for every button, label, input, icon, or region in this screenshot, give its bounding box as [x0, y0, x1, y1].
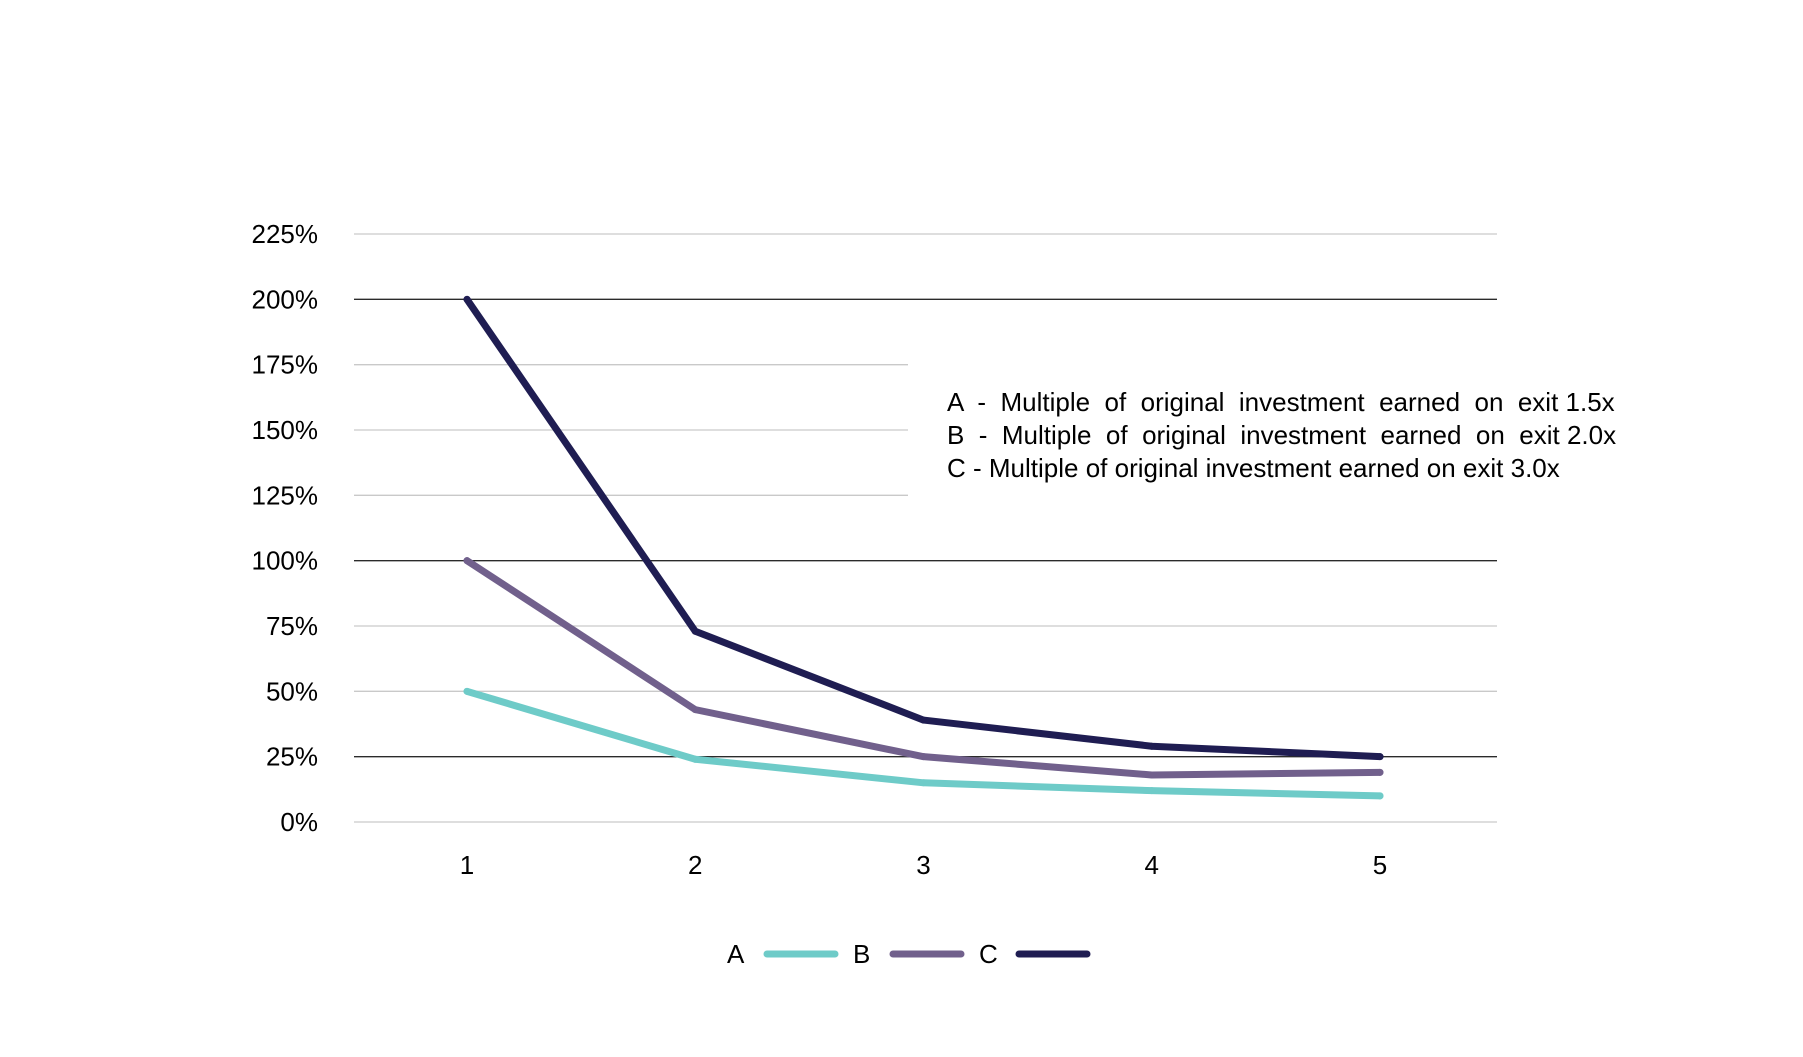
y-tick-label: 150% — [252, 415, 319, 445]
x-tick-label: 4 — [1145, 850, 1159, 880]
data-point-c — [1148, 742, 1156, 750]
data-point-a — [691, 755, 699, 763]
data-point-c — [920, 716, 927, 724]
x-tick-label: 1 — [460, 850, 474, 880]
series-line-c — [463, 295, 1384, 761]
legend-label-c: C — [979, 939, 998, 969]
legend: A B C — [727, 939, 1091, 969]
data-point-a — [1148, 787, 1156, 795]
data-point-c — [1376, 753, 1384, 761]
data-point-b — [691, 706, 699, 714]
data-point-b — [1148, 771, 1156, 779]
x-tick-label: 3 — [916, 850, 930, 880]
x-tick-label: 5 — [1373, 850, 1387, 880]
y-tick-label: 175% — [252, 350, 319, 380]
y-axis-tick-labels: 0% 25% 50% 75% 100% 125% 150% 175% 200% 225% — [252, 219, 319, 837]
data-point-a — [463, 687, 471, 695]
legend-label-a: A — [727, 939, 745, 969]
y-tick-label: 200% — [252, 284, 319, 314]
data-point-b — [1376, 768, 1384, 776]
series-lines — [463, 295, 1384, 800]
data-point-a — [920, 779, 927, 787]
data-point-c — [691, 627, 699, 635]
y-tick-label: 50% — [266, 676, 318, 706]
data-point-c — [463, 295, 471, 303]
gridlines — [354, 233, 1497, 823]
y-tick-label: 75% — [266, 611, 318, 641]
x-tick-label: 2 — [688, 850, 702, 880]
y-tick-label: 0% — [280, 807, 318, 837]
legend-label-b: B — [853, 939, 870, 969]
annotation-line-a: A - Multiple of original investment earn… — [947, 387, 1615, 417]
annotation-line-c: C - Multiple of original investment earn… — [947, 453, 1560, 483]
y-tick-label: 225% — [252, 219, 319, 249]
series-line-b — [463, 557, 1384, 779]
x-axis-tick-labels: 1 2 3 4 5 — [460, 850, 1387, 880]
y-tick-label: 25% — [266, 742, 318, 772]
y-tick-label: 100% — [252, 546, 319, 576]
data-point-a — [1376, 792, 1384, 800]
data-point-b — [920, 753, 927, 761]
data-point-b — [463, 557, 471, 565]
annotation-line-b: B - Multiple of original investment earn… — [947, 420, 1616, 450]
annotation-box: A - Multiple of original investment earn… — [947, 387, 1616, 483]
y-tick-label: 125% — [252, 480, 319, 510]
